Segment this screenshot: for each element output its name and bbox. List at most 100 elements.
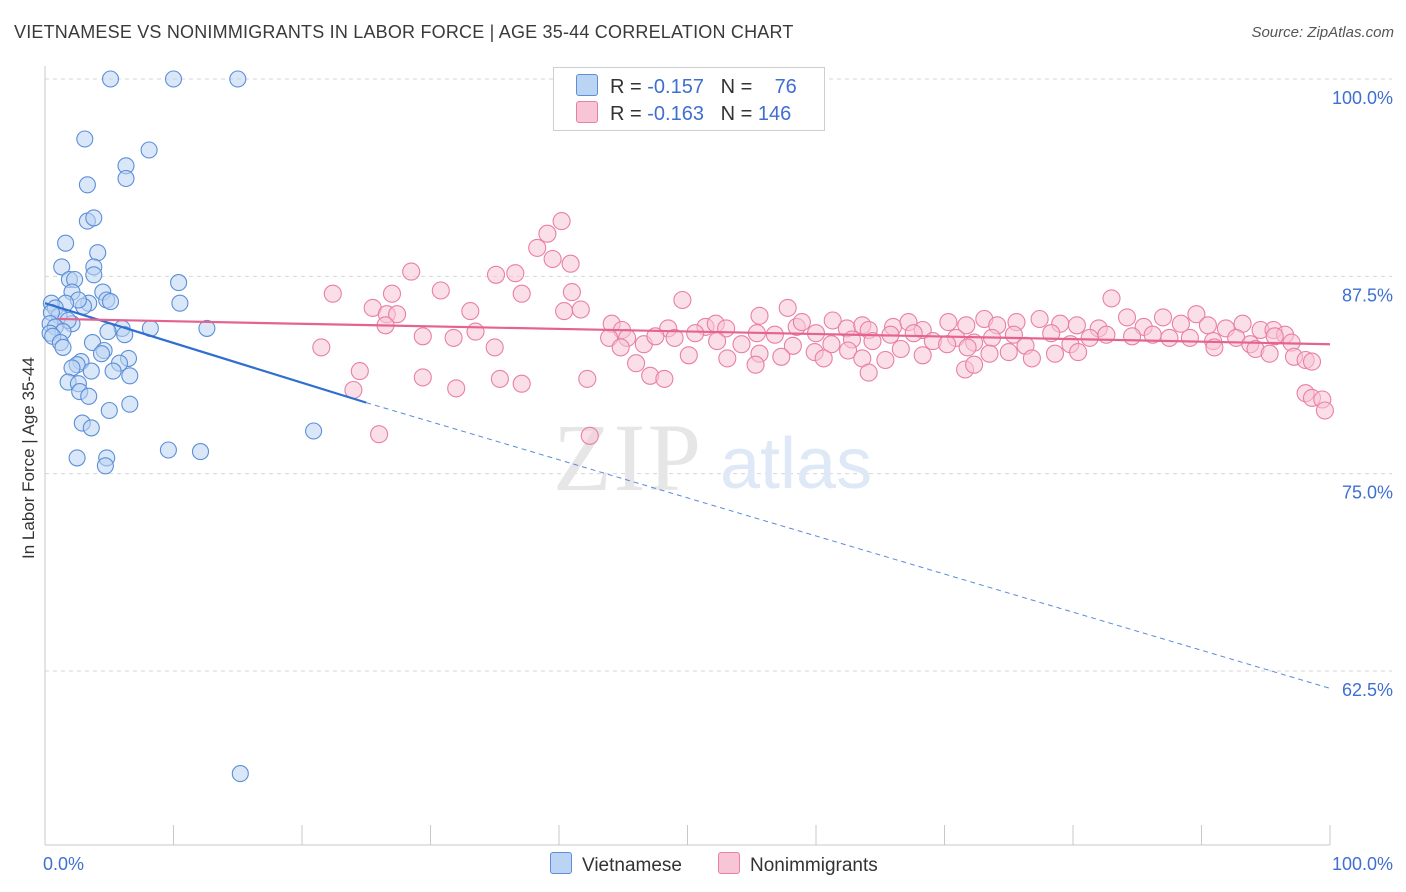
- bottom-legend-swatch-pink: [718, 852, 740, 874]
- watermark-zip: ZIP: [553, 404, 703, 511]
- data-point: [746, 355, 765, 374]
- vietnamese-points: [41, 70, 323, 783]
- data-point: [528, 238, 547, 257]
- legend-row-vietnamese: R = -0.157 N = 76: [576, 74, 797, 100]
- data-point: [1030, 309, 1049, 329]
- source-label: Source: ZipAtlas.com: [1251, 24, 1394, 41]
- watermark: ZIP atlas: [553, 404, 872, 511]
- data-point: [957, 316, 976, 335]
- y-tick-label: 100.0%: [1332, 88, 1393, 108]
- correlation-legend: R = -0.157 N = 76 R = -0.163 N = 146: [553, 67, 825, 131]
- data-point: [611, 338, 630, 357]
- bottom-legend-nonimmigrants: Nonimmigrants: [718, 852, 878, 877]
- data-point: [85, 209, 103, 227]
- data-point: [370, 425, 389, 444]
- data-point: [1205, 338, 1224, 357]
- data-point: [63, 359, 81, 377]
- data-point: [627, 354, 646, 373]
- data-point: [101, 293, 120, 311]
- data-point: [171, 294, 189, 312]
- data-point: [538, 224, 557, 243]
- data-point: [958, 338, 977, 357]
- data-point: [655, 369, 674, 388]
- data-point: [466, 322, 485, 341]
- data-point: [350, 362, 369, 381]
- trend-lines: [44, 302, 1331, 689]
- data-point: [913, 346, 932, 365]
- axes: [44, 66, 1331, 846]
- data-point: [57, 234, 75, 252]
- data-point: [323, 284, 342, 303]
- data-point: [231, 765, 249, 783]
- data-point: [82, 419, 100, 437]
- y-tick-label: 75.0%: [1342, 483, 1393, 503]
- data-point: [839, 341, 858, 360]
- data-point: [750, 306, 769, 325]
- data-point: [1180, 328, 1199, 347]
- data-point: [561, 254, 580, 273]
- data-point: [732, 335, 751, 354]
- data-point: [1198, 316, 1217, 335]
- bottom-legend-vietnamese: Vietnamese: [550, 852, 682, 877]
- legend-swatch-pink: [576, 101, 598, 123]
- data-point: [170, 274, 188, 292]
- data-point: [54, 338, 72, 356]
- data-point: [814, 349, 833, 368]
- data-point: [1022, 349, 1041, 368]
- data-point: [646, 327, 665, 346]
- data-point: [1160, 328, 1179, 347]
- data-point: [447, 379, 466, 398]
- data-point: [555, 302, 574, 321]
- y-tick-label: 87.5%: [1342, 285, 1393, 305]
- legend-r-label: R =: [610, 76, 648, 98]
- data-point: [1171, 314, 1190, 333]
- data-point: [1260, 344, 1279, 363]
- data-point: [891, 339, 910, 359]
- data-point: [229, 70, 247, 88]
- data-point: [159, 441, 177, 459]
- legend-swatch-blue: [576, 74, 598, 96]
- data-point: [562, 283, 581, 302]
- data-point: [822, 335, 841, 354]
- data-point: [673, 290, 692, 310]
- data-point: [100, 401, 118, 420]
- legend-n-label: N =: [720, 103, 758, 125]
- data-point: [191, 443, 210, 461]
- data-point: [198, 319, 216, 337]
- data-point: [305, 422, 323, 440]
- data-point: [485, 338, 504, 357]
- data-point: [552, 212, 571, 231]
- x-tick-label: 0.0%: [43, 854, 84, 874]
- data-point: [68, 449, 86, 467]
- data-point: [1153, 308, 1173, 327]
- watermark-atlas: atlas: [720, 424, 872, 504]
- data-point: [765, 325, 784, 344]
- data-point: [999, 343, 1018, 362]
- data-point: [1265, 327, 1284, 346]
- data-point: [863, 332, 882, 351]
- data-point: [99, 323, 117, 341]
- legend-r-value: -0.157: [647, 76, 704, 98]
- data-point: [506, 264, 525, 283]
- data-point: [101, 70, 120, 88]
- data-point: [117, 169, 135, 188]
- data-point: [1042, 324, 1061, 343]
- legend-n-value: 76: [774, 76, 797, 98]
- data-point: [1302, 352, 1322, 371]
- data-point: [104, 362, 122, 380]
- data-point: [665, 328, 684, 347]
- data-point: [578, 369, 597, 388]
- data-point: [490, 369, 509, 388]
- data-point: [686, 324, 705, 343]
- data-point: [96, 457, 114, 475]
- data-point: [718, 349, 737, 368]
- x-tick-labels: 0.0% 100.0%: [43, 854, 1393, 874]
- data-point: [382, 284, 402, 303]
- data-point: [82, 362, 100, 380]
- y-tick-label: 62.5%: [1342, 680, 1393, 700]
- bottom-legend-label-vietnamese: Vietnamese: [582, 855, 682, 876]
- x-tick-label: 100.0%: [1332, 854, 1393, 874]
- legend-row-nonimmigrants: R = -0.163 N = 146: [576, 101, 791, 127]
- data-point: [312, 338, 331, 357]
